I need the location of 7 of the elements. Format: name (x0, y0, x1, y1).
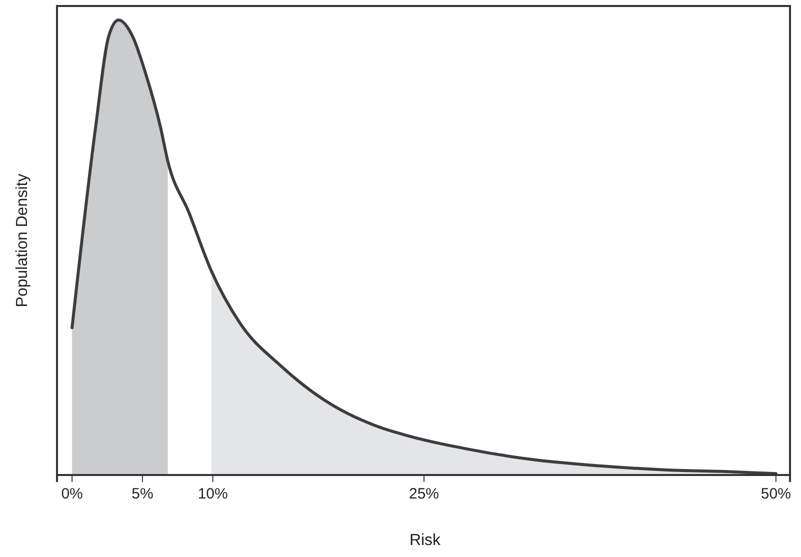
x-tick-label: 25% (408, 486, 440, 503)
x-tick-label: 5% (132, 486, 154, 503)
x-tick-label: 0% (61, 486, 83, 503)
x-tick-label: 50% (760, 486, 791, 503)
y-axis-title: Population Density (14, 174, 31, 308)
x-axis-title: Risk (409, 532, 442, 549)
x-tick-label: 10% (198, 486, 228, 503)
